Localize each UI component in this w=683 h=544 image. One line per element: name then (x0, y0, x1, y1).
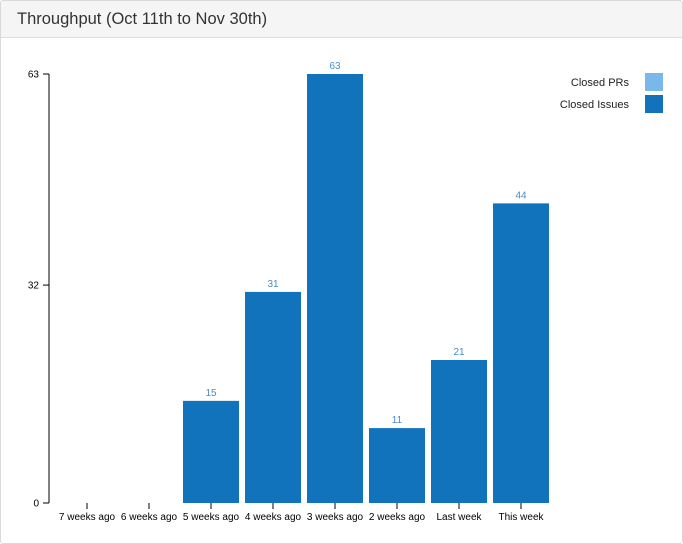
y-tick-label: 32 (28, 281, 40, 292)
axes: 0 32 63 7 weeks ago 6 weeks ago 5 weeks ago 4 … (28, 70, 545, 524)
bar-closed-issues[interactable] (307, 74, 363, 503)
y-tick-label: 63 (28, 70, 40, 81)
panel-title: Throughput (Oct 11th to Nov 30th) (17, 9, 268, 28)
legend: Closed PRs Closed Issues (560, 73, 663, 113)
throughput-bar-chart: 0 32 63 7 weeks ago 6 weeks ago 5 weeks ago 4 … (28, 61, 663, 524)
legend-swatch-closed-prs[interactable] (645, 73, 663, 91)
x-tick-label: 2 weeks ago (369, 512, 426, 523)
bar-closed-issues[interactable] (183, 400, 239, 503)
x-tick-label: Last week (436, 512, 482, 523)
chart-area: 0 32 63 7 weeks ago 6 weeks ago 5 weeks ago 4 … (1, 39, 682, 543)
x-tick-label: 6 weeks ago (121, 512, 178, 523)
x-tick-label: This week (498, 512, 544, 523)
bar-value-label: 31 (267, 279, 279, 290)
bar-value-label: 15 (205, 388, 217, 399)
bar-value-label: 63 (329, 61, 341, 72)
x-tick-label: 3 weeks ago (307, 512, 364, 523)
x-tick-label: 7 weeks ago (59, 512, 116, 523)
bar-closed-issues[interactable] (245, 291, 301, 503)
bars: 15 31 63 11 21 44 (183, 61, 549, 503)
legend-swatch-closed-issues[interactable] (645, 95, 663, 113)
bar-value-label: 11 (392, 415, 403, 426)
panel-header: Throughput (Oct 11th to Nov 30th) (1, 1, 682, 38)
bar-closed-issues[interactable] (369, 428, 425, 503)
x-tick-label: 5 weeks ago (183, 512, 240, 523)
bar-value-label: 21 (453, 347, 465, 358)
legend-label: Closed PRs (571, 77, 630, 89)
bar-value-label: 44 (515, 190, 527, 201)
bar-closed-issues[interactable] (493, 203, 549, 503)
y-tick-label: 0 (33, 499, 39, 510)
x-tick-label: 4 weeks ago (245, 512, 302, 523)
bar-closed-issues[interactable] (431, 360, 487, 503)
legend-label: Closed Issues (560, 99, 630, 111)
